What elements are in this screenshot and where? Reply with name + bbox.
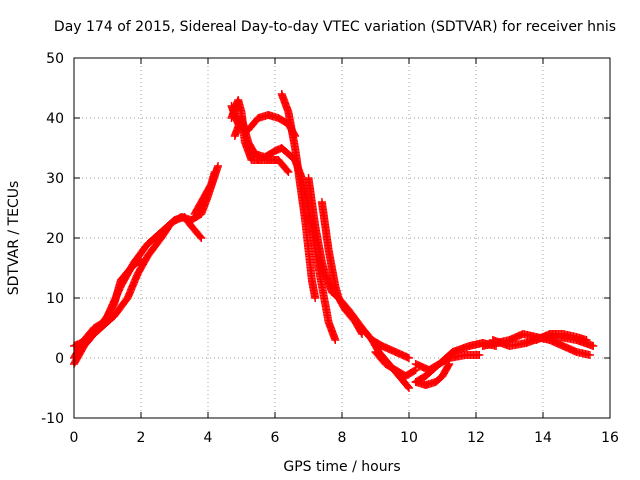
x-tick-label: 14 xyxy=(534,430,552,446)
data-point xyxy=(311,294,320,302)
y-tick-label: 0 xyxy=(55,351,64,367)
data-point xyxy=(445,360,454,368)
data-point xyxy=(589,342,598,350)
data-point xyxy=(582,336,591,344)
data-point xyxy=(214,162,223,170)
data-point xyxy=(331,336,340,344)
y-tick-label: 20 xyxy=(46,231,64,247)
plot-frame xyxy=(73,57,611,419)
y-tick-label: 40 xyxy=(46,111,64,127)
y-tick-label: -10 xyxy=(41,411,64,427)
x-tick-label: 16 xyxy=(601,430,619,446)
data-point xyxy=(405,354,413,362)
data-point xyxy=(475,351,484,359)
data-point xyxy=(210,168,219,176)
chart-title: Day 174 of 2015, Sidereal Day-to-day VTE… xyxy=(54,19,616,35)
series-track-h xyxy=(277,90,320,302)
data-point xyxy=(404,382,412,391)
data-point xyxy=(283,166,292,175)
series-track-b xyxy=(70,162,223,350)
series-track-l xyxy=(371,348,420,380)
x-tick-label: 6 xyxy=(271,430,280,446)
data-point xyxy=(410,366,419,375)
x-tick-label: 10 xyxy=(400,430,418,446)
data-point xyxy=(585,351,594,359)
axis-tick-labels: 0 2 4 6 8 10 12 14 16 -10 0 10 20 30 40 50 xyxy=(41,51,619,446)
x-axis-label: GPS time / hours xyxy=(283,459,400,475)
y-tick-label: 10 xyxy=(46,291,64,307)
data-point xyxy=(284,168,293,176)
data-point xyxy=(405,384,413,392)
series-track-r xyxy=(532,330,591,344)
x-tick-label: 4 xyxy=(204,430,213,446)
series-track-d xyxy=(190,168,219,218)
series-track-a xyxy=(70,213,206,368)
series-track-n xyxy=(411,351,484,374)
y-tick-label: 30 xyxy=(46,171,64,187)
x-tick-label: 0 xyxy=(70,430,79,446)
data-point xyxy=(135,256,144,264)
data-points xyxy=(70,90,598,392)
y-tick-label: 50 xyxy=(46,51,64,67)
x-tick-label: 12 xyxy=(467,430,485,446)
x-tick-label: 8 xyxy=(338,430,347,446)
data-point xyxy=(197,234,206,242)
y-axis-label: SDTVAR / TECUs xyxy=(6,181,22,296)
data-point xyxy=(196,232,205,241)
series-track-o xyxy=(411,360,454,389)
data-point xyxy=(137,255,145,263)
series-track-c xyxy=(70,255,145,362)
x-tick-label: 2 xyxy=(137,430,146,446)
